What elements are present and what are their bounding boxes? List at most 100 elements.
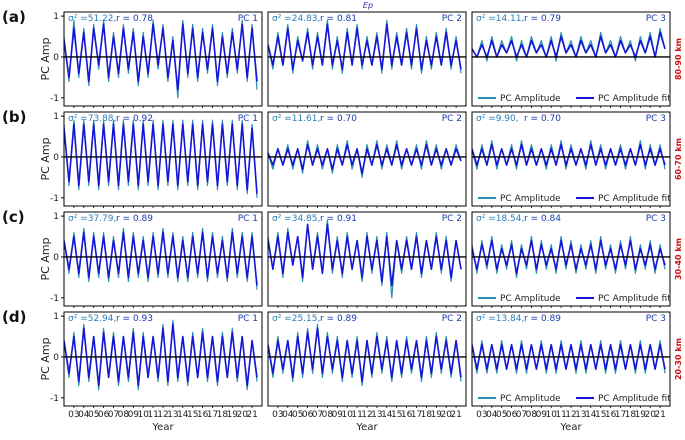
y-tick-label: 0: [53, 53, 59, 63]
legend-entry-pc-amplitude-fit: PC Amplitude fit: [598, 394, 671, 404]
x-tick-label: 18: [421, 410, 433, 420]
correlation-label: r = 0.89: [116, 214, 153, 224]
y-axis-label: PC Amp: [39, 37, 52, 80]
x-tick-label: 08: [322, 410, 334, 420]
correlation-label: r = 0.70: [320, 114, 357, 124]
x-tick-label: 05: [88, 410, 99, 420]
x-tick-label: 14: [585, 410, 597, 420]
y-tick-label: -1: [50, 94, 59, 104]
x-tick-label: 12: [361, 410, 372, 420]
x-tick-label: 11: [147, 410, 158, 420]
x-tick-label: 17: [207, 410, 218, 420]
x-tick-label: 15: [391, 410, 402, 420]
x-axis-label: Year: [355, 422, 378, 433]
panel-d-2: σ² =25.15, r = 0.89 PC 2 030405060708091011…: [267, 311, 467, 433]
panel-a-1: σ² =51.22, r = 0.78 PC 1 -1 0 1: [50, 11, 263, 108]
pc-label: PC 2: [442, 214, 462, 224]
x-tick-label: 21: [246, 410, 257, 420]
x-tick-label: 20: [440, 410, 452, 420]
x-tick-label: 18: [625, 410, 637, 420]
x-tick-label: 19: [431, 410, 443, 420]
correlation-label: r = 0.78: [116, 14, 153, 24]
panel-frame: [267, 111, 467, 207]
pc-label: PC 3: [646, 314, 666, 324]
panel-a-3: σ² =14.11, r = 0.79 PC 3 PC Amplitude PC Amp…: [471, 11, 671, 108]
x-axis-label: Year: [559, 422, 582, 433]
x-tick-label: 06: [98, 410, 110, 420]
x-tick-label: 03: [476, 410, 487, 420]
correlation-label: r = 0.81: [320, 14, 357, 24]
x-tick-label: 03: [68, 410, 79, 420]
x-tick-label: 12: [565, 410, 576, 420]
panel-frame: [267, 211, 467, 307]
variance-label: σ² =13.84,: [476, 314, 524, 324]
series-line-pc-amplitude-fit: [64, 23, 258, 91]
figure-title: Ep: [363, 1, 373, 10]
legend-entry-pc-amplitude: PC Amplitude: [500, 194, 561, 204]
x-tick-label: 20: [236, 410, 248, 420]
x-tick-label: 09: [128, 410, 140, 420]
x-tick-label: 19: [227, 410, 239, 420]
altitude-label: 20-30 km: [674, 338, 683, 380]
y-tick-label: 0: [53, 253, 59, 263]
x-tick-label: 09: [332, 410, 344, 420]
correlation-label: r = 0.70: [524, 114, 561, 124]
x-tick-label: 16: [401, 410, 413, 420]
y-axis-label: PC Amp: [39, 237, 52, 280]
x-tick-label: 19: [635, 410, 647, 420]
x-tick-label: 16: [197, 410, 209, 420]
x-tick-label: 04: [486, 410, 498, 420]
x-tick-label: 11: [351, 410, 362, 420]
legend-entry-pc-amplitude: PC Amplitude: [500, 94, 561, 104]
row-label: (a): [2, 8, 26, 26]
panel-b-3: σ² =9.90, r = 0.70 PC 3 PC Amplitude PC Ampl…: [471, 111, 671, 208]
x-tick-label: 10: [545, 410, 557, 420]
x-tick-label: 21: [654, 410, 665, 420]
x-tick-label: 10: [137, 410, 149, 420]
panel-frame: [471, 211, 671, 307]
correlation-label: r = 0.84: [524, 214, 561, 224]
y-tick-label: 1: [53, 112, 59, 122]
series-line-pc-amplitude-fit: [64, 323, 258, 387]
row-label: (c): [2, 208, 25, 226]
panel-a-2: σ² =24.83, r = 0.81 PC 2: [267, 11, 467, 108]
altitude-label: 80-90 km: [674, 38, 683, 80]
variance-label: σ² =52.94,: [68, 314, 116, 324]
variance-label: σ² =18.54,: [476, 214, 524, 224]
panel-frame: [471, 11, 671, 107]
variance-label: σ² =24.83,: [272, 14, 320, 24]
x-axis-label: Year: [151, 422, 174, 433]
pc-label: PC 2: [442, 314, 462, 324]
x-tick-label: 04: [78, 410, 90, 420]
series-line-pc-amplitude-fit: [268, 23, 462, 70]
x-tick-label: 11: [555, 410, 566, 420]
variance-label: σ² =51.22,: [68, 14, 116, 24]
pc-label: PC 1: [238, 314, 258, 324]
pc-label: PC 1: [238, 14, 258, 24]
variance-label: σ² =25.15,: [272, 314, 320, 324]
x-tick-label: 07: [516, 410, 527, 420]
row-label: (d): [2, 308, 26, 326]
x-tick-label: 04: [282, 410, 294, 420]
panel-frame: [63, 211, 263, 307]
pc-label: PC 3: [646, 214, 666, 224]
x-tick-label: 08: [118, 410, 130, 420]
y-tick-label: 1: [53, 312, 59, 322]
x-tick-label: 06: [506, 410, 518, 420]
y-tick-label: -1: [50, 394, 59, 404]
pc-label: PC 3: [646, 114, 666, 124]
series-line-pc-amplitude-fit: [472, 31, 666, 58]
series-line-pc-amplitude-fit: [472, 143, 666, 166]
altitude-label: 60-70 km: [674, 138, 683, 180]
variance-label: σ² =11.61,: [272, 114, 320, 124]
correlation-label: r = 0.89: [524, 314, 561, 324]
pc-label: PC 1: [238, 114, 258, 124]
correlation-label: r = 0.89: [320, 314, 357, 324]
correlation-label: r = 0.92: [116, 114, 153, 124]
y-axis-label: PC Amp: [39, 137, 52, 180]
y-tick-label: -1: [50, 294, 59, 304]
variance-label: σ² =73.88,: [68, 114, 116, 124]
variance-label: σ² =9.90,: [476, 114, 519, 124]
x-tick-label: 15: [595, 410, 606, 420]
